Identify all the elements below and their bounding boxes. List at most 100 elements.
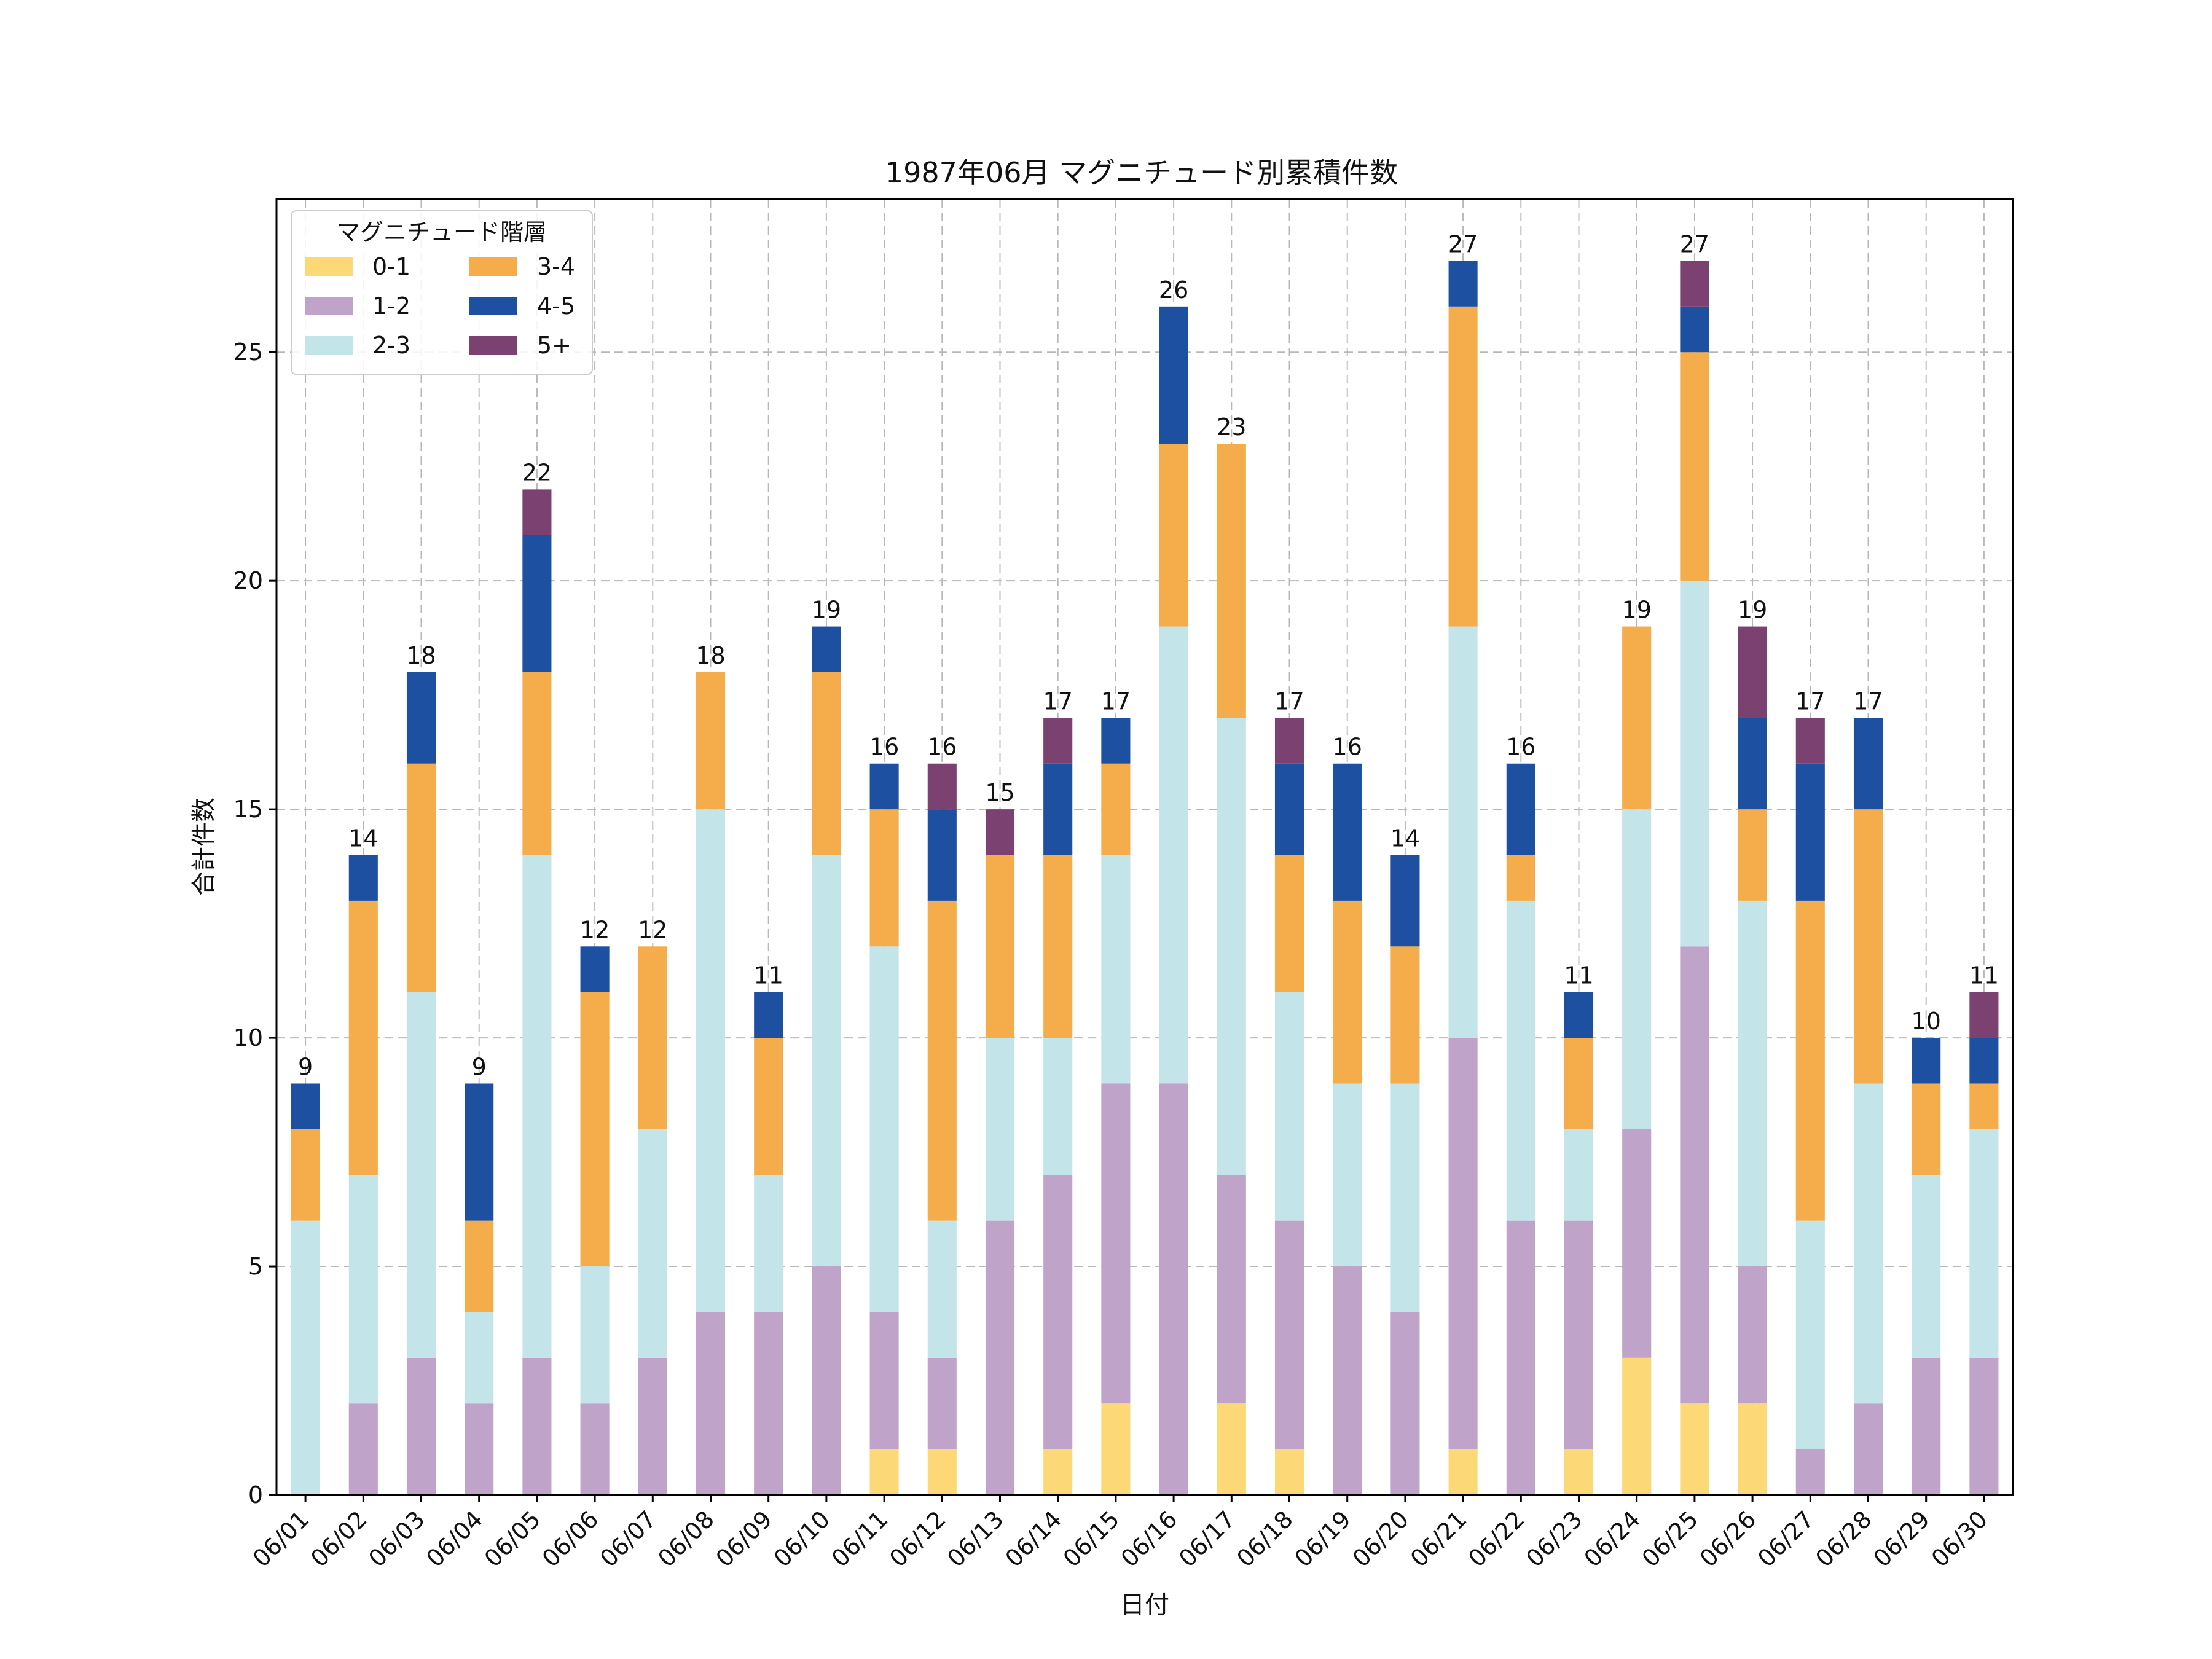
bar-segment-1-2 <box>1390 1312 1420 1495</box>
bar-segment-2-3 <box>869 946 899 1312</box>
x-tick-label: 06/21 <box>1405 1505 1472 1572</box>
x-tick-label: 06/22 <box>1463 1505 1530 1572</box>
bar-segment-2-3 <box>1969 1129 1999 1358</box>
bar-segment-4-5 <box>1043 763 1073 855</box>
bar-segment-2-3 <box>406 992 436 1358</box>
bar-segment-3-4 <box>1795 900 1825 1221</box>
bar-segment-3-4 <box>1622 626 1652 810</box>
x-tick-label: 06/03 <box>363 1505 430 1572</box>
legend-label-5+: 5+ <box>537 332 571 359</box>
bar-segment-3-4 <box>522 672 552 855</box>
bar-total-label: 26 <box>1159 276 1188 304</box>
legend-label-4-5: 4-5 <box>537 292 575 320</box>
bar-segment-2-3 <box>927 1220 957 1358</box>
bar-total-label: 10 <box>1912 1008 1941 1035</box>
bar-total-label: 11 <box>1564 962 1593 989</box>
bar-total-label: 18 <box>406 642 436 669</box>
bar-segment-3-4 <box>696 672 726 810</box>
bar-segment-3-4 <box>1448 306 1478 627</box>
bar-segment-1-2 <box>522 1357 552 1495</box>
bar-segment-4-5 <box>754 992 783 1038</box>
chart-title: 1987年06月 マグニチュード別累積件数 <box>885 156 1398 189</box>
bar-segment-3-4 <box>1043 855 1073 1038</box>
bar-segment-3-4 <box>1506 855 1535 901</box>
bar-segment-0-1 <box>1274 1449 1304 1495</box>
x-tick-label: 06/08 <box>653 1505 720 1572</box>
bar-segment-4-5 <box>1390 855 1420 947</box>
bar-totals: 9 14 18 9 22 12 12 18 11 19 16 16 15 17 17 26 23 17 16 14 27… <box>298 230 1999 1080</box>
bar-total-label: 9 <box>298 1053 313 1080</box>
bar-segment-3-4 <box>465 1220 494 1312</box>
bar-segment-4-5 <box>1274 763 1304 855</box>
x-tick-label: 06/13 <box>942 1505 1009 1572</box>
bar-segment-1-2 <box>580 1403 610 1495</box>
bar-total-label: 23 <box>1217 414 1246 441</box>
bar-segment-0-1 <box>927 1449 957 1495</box>
bar-segment-3-4 <box>1333 900 1362 1084</box>
bar-segment-3-4 <box>1217 443 1246 718</box>
bar-segment-5+ <box>985 809 1015 855</box>
bar-segment-0-1 <box>1680 1403 1709 1495</box>
bar-segment-3-4 <box>1564 1038 1594 1129</box>
y-axis: 0 5 10 15 20 25 <box>233 339 276 1508</box>
x-axis-title: 日付 <box>1120 1591 1169 1619</box>
bar-segment-3-4 <box>291 1129 320 1221</box>
bar-segment-5+ <box>522 489 552 535</box>
bar-total-label: 19 <box>812 597 841 624</box>
bar-segment-1-2 <box>985 1220 1015 1495</box>
bar-segment-2-3 <box>754 1175 783 1312</box>
bar-segment-2-3 <box>1043 1038 1073 1175</box>
bar-segment-1-2 <box>754 1312 783 1495</box>
bar-segment-2-3 <box>1333 1083 1362 1267</box>
bar-segment-3-4 <box>985 855 1015 1038</box>
x-tick-label: 06/24 <box>1579 1505 1646 1572</box>
bar-segment-3-4 <box>1912 1083 1941 1175</box>
bar-total-label: 12 <box>638 916 667 943</box>
legend-swatch-4-5 <box>469 297 517 315</box>
bar-segment-4-5 <box>522 535 552 672</box>
y-tick-label: 0 <box>248 1481 263 1508</box>
bar-segment-3-4 <box>1853 809 1883 1084</box>
bar-segment-1-2 <box>1159 1083 1188 1495</box>
bar-segment-4-5 <box>1448 261 1478 307</box>
x-tick-label: 06/11 <box>826 1505 893 1572</box>
bar-segment-4-5 <box>1333 763 1362 901</box>
x-axis: 06/0106/0206/0306/0406/0506/0606/0706/08… <box>248 1495 1993 1572</box>
bar-segment-2-3 <box>1506 900 1535 1221</box>
bar-segment-4-5 <box>1853 718 1883 810</box>
bar-segment-2-3 <box>1853 1083 1883 1404</box>
bar-segment-3-4 <box>1969 1083 1999 1129</box>
bar-segment-2-3 <box>1390 1083 1420 1312</box>
bar-total-label: 11 <box>1969 962 1999 989</box>
bar-total-label: 16 <box>927 734 957 761</box>
bar-segment-4-5 <box>1680 306 1709 353</box>
bar-segment-5+ <box>1043 718 1073 764</box>
legend-title: マグニチュード階層 <box>337 219 547 246</box>
bar-segment-1-2 <box>1969 1357 1999 1495</box>
bar-segment-3-4 <box>348 900 378 1175</box>
bar-segment-4-5 <box>580 946 610 992</box>
x-tick-label: 06/27 <box>1752 1505 1819 1572</box>
bar-segment-2-3 <box>465 1312 494 1404</box>
bar-total-label: 22 <box>522 459 552 486</box>
bar-segment-3-4 <box>927 900 957 1221</box>
bar-segment-0-1 <box>1043 1449 1073 1495</box>
bar-segment-1-2 <box>812 1266 841 1495</box>
legend-swatch-2-3 <box>305 336 353 355</box>
legend-swatch-1-2 <box>305 297 353 315</box>
bar-segment-2-3 <box>1564 1129 1594 1221</box>
bar-total-label: 27 <box>1448 230 1478 257</box>
bar-segment-3-4 <box>1738 809 1767 901</box>
bar-segment-3-4 <box>812 672 841 855</box>
x-tick-label: 06/04 <box>422 1505 488 1572</box>
y-axis-title: 合計件数 <box>190 798 218 896</box>
bar-segment-4-5 <box>1101 718 1131 764</box>
x-tick-label: 06/05 <box>479 1505 546 1572</box>
y-tick-label: 5 <box>248 1253 263 1280</box>
bar-segment-1-2 <box>638 1357 667 1495</box>
bar-segment-1-2 <box>1738 1266 1767 1404</box>
bar-segment-0-1 <box>1622 1357 1652 1495</box>
bar-segment-4-5 <box>1506 763 1535 855</box>
x-tick-label: 06/20 <box>1347 1505 1414 1572</box>
bar-segment-2-3 <box>291 1220 320 1495</box>
